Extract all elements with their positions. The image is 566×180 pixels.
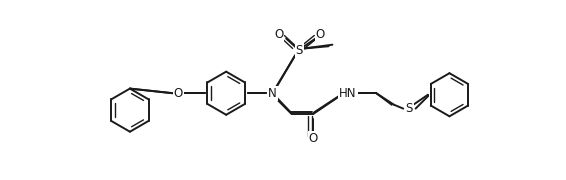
Text: O: O	[274, 28, 283, 41]
Text: O: O	[174, 87, 183, 100]
Text: O: O	[308, 132, 318, 145]
Text: S: S	[406, 102, 413, 115]
Text: HN: HN	[339, 87, 357, 100]
Text: O: O	[315, 28, 325, 41]
Text: N: N	[268, 87, 277, 100]
Text: S: S	[295, 44, 303, 57]
